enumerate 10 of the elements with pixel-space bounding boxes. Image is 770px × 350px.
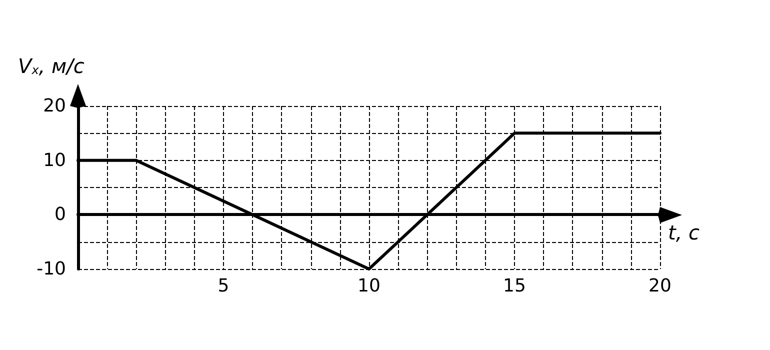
y-tick-label: -10 bbox=[36, 258, 66, 280]
x-tick-label: 10 bbox=[358, 276, 380, 296]
y-tick-label: 20 bbox=[43, 96, 66, 116]
x-tick-label: 20 bbox=[648, 276, 672, 296]
y-axis-title: Vx, м/с bbox=[18, 54, 84, 78]
y-tick-label: 0 bbox=[54, 204, 66, 226]
x-tick-label: 5 bbox=[218, 276, 230, 296]
x-tick-label: 15 bbox=[503, 276, 526, 296]
y-tick-label: 10 bbox=[43, 150, 66, 171]
x-axis-title: t, с bbox=[668, 220, 700, 245]
